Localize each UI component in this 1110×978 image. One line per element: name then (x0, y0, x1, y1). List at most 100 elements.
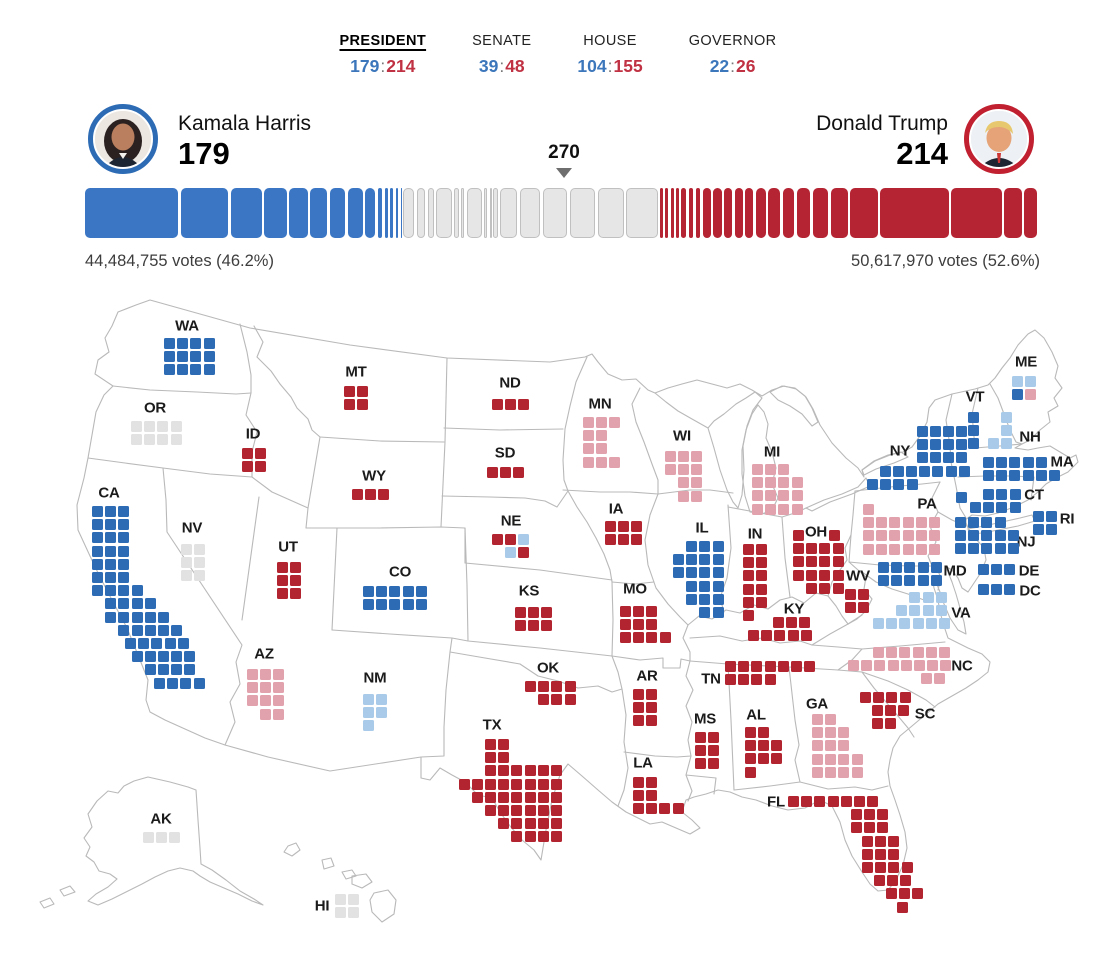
state-label-SD[interactable]: SD (494, 444, 516, 462)
ev-square-FL[interactable] (801, 796, 813, 807)
state-label-OH[interactable]: OH (804, 523, 828, 541)
ev-square-MN[interactable] (596, 417, 608, 428)
ev-square-MI[interactable] (752, 503, 763, 515)
ev-square-PA[interactable] (915, 530, 927, 542)
ev-square-KY[interactable] (761, 630, 773, 642)
ev-square-CO[interactable] (415, 586, 427, 597)
state-label-CT[interactable]: CT (1024, 486, 1044, 504)
ev-square-TX[interactable] (537, 765, 549, 777)
ev-bar-segment[interactable] (377, 188, 383, 238)
ev-square-WA[interactable] (203, 338, 215, 349)
ev-square-FL[interactable] (900, 875, 912, 887)
ev-square-TX[interactable] (551, 818, 562, 830)
state-label-MO[interactable]: MO (623, 580, 647, 598)
ev-square-CA[interactable] (158, 624, 169, 636)
ev-square-OH[interactable] (806, 556, 818, 568)
ev-square-CA[interactable] (92, 545, 103, 557)
ev-square-NY[interactable] (916, 426, 928, 437)
ev-square-OR[interactable] (170, 421, 182, 432)
ev-square-HI[interactable] (335, 907, 346, 919)
ev-bar-segment[interactable] (395, 188, 399, 238)
ev-square-WA[interactable] (203, 351, 215, 363)
ev-square-OH[interactable] (832, 556, 844, 568)
ev-square-TX[interactable] (551, 791, 562, 803)
ev-square-UT[interactable] (277, 575, 288, 587)
ev-square-NJ[interactable] (1007, 543, 1019, 555)
ev-square-IL[interactable] (673, 554, 684, 566)
ev-square-OH[interactable] (793, 569, 804, 581)
ev-square-CA[interactable] (118, 624, 130, 636)
ev-bar-segment[interactable] (489, 188, 492, 238)
ev-square-OH[interactable] (832, 569, 844, 581)
ev-square-MN[interactable] (609, 417, 621, 428)
ev-square-OH[interactable] (819, 543, 831, 555)
ev-square-WI[interactable] (678, 464, 690, 476)
ev-square-TX[interactable] (551, 831, 562, 843)
ev-square-NM[interactable] (376, 707, 388, 719)
ev-square-VA[interactable] (925, 618, 937, 630)
ev-bar-segment[interactable] (569, 188, 596, 238)
ev-square-GA[interactable] (851, 753, 863, 765)
ev-square-IL[interactable] (712, 593, 724, 605)
ev-square-GA[interactable] (838, 727, 850, 739)
ev-bar-segment[interactable] (796, 188, 811, 238)
ev-square-CA[interactable] (171, 651, 183, 663)
ev-bar-segment[interactable] (427, 188, 434, 238)
ev-square-SC[interactable] (885, 705, 897, 717)
state-label-IL[interactable]: IL (695, 519, 709, 537)
ev-square-NY[interactable] (916, 452, 928, 464)
ev-square-IN[interactable] (743, 596, 754, 608)
ev-square-MI[interactable] (752, 490, 763, 502)
ev-square-NC[interactable] (873, 647, 885, 658)
ev-square-MN[interactable] (596, 443, 608, 455)
ev-square-NC[interactable] (927, 660, 939, 672)
ev-square-KY[interactable] (799, 617, 811, 628)
ev-square-CA[interactable] (92, 532, 103, 544)
ev-square-VA[interactable] (909, 592, 921, 603)
state-label-NH[interactable]: NH (1019, 428, 1041, 446)
ev-square-VA[interactable] (939, 618, 950, 630)
ev-square-FL[interactable] (875, 848, 887, 860)
state-label-ME[interactable]: ME (1014, 353, 1038, 371)
ev-square-MA[interactable] (1035, 470, 1047, 482)
ev-square-NC[interactable] (914, 660, 925, 672)
ev-square-KS[interactable] (541, 620, 553, 632)
ev-square-CA[interactable] (92, 558, 103, 570)
ev-square-FL[interactable] (873, 875, 885, 887)
ev-square-NY[interactable] (958, 465, 970, 477)
ev-square-AR[interactable] (646, 715, 658, 727)
ev-square-PA[interactable] (876, 517, 888, 529)
ev-square-WA[interactable] (177, 364, 189, 376)
ev-square-CA[interactable] (154, 677, 166, 689)
state-label-MN[interactable]: MN (588, 395, 612, 413)
tab-senate[interactable]: SENATE 39:48 (472, 33, 532, 76)
state-label-ID[interactable]: ID (245, 425, 261, 443)
ev-square-TN[interactable] (751, 674, 763, 686)
ev-square-NY[interactable] (916, 439, 928, 451)
ev-square-UT[interactable] (290, 588, 302, 600)
state-label-AR[interactable]: AR (636, 667, 658, 685)
ev-square-OH[interactable] (793, 556, 804, 568)
ev-square-NC[interactable] (899, 647, 911, 658)
state-label-RI[interactable]: RI (1059, 510, 1075, 528)
ev-square-CO[interactable] (402, 599, 414, 611)
ev-square-IL[interactable] (686, 593, 698, 605)
ev-square-NJ[interactable] (968, 543, 980, 555)
ev-square-IN[interactable] (756, 544, 768, 555)
ev-square-NJ[interactable] (1007, 530, 1019, 542)
ev-bar-segment[interactable] (702, 188, 711, 238)
ev-square-FL[interactable] (885, 888, 897, 900)
ev-square-TX[interactable] (524, 765, 536, 777)
ev-square-IN[interactable] (743, 583, 754, 595)
ev-square-SC[interactable] (899, 692, 911, 703)
ev-bar-segment[interactable] (402, 188, 415, 238)
ev-square-IA[interactable] (605, 521, 616, 532)
ev-square-NE[interactable] (492, 534, 503, 545)
ev-square-IN[interactable] (743, 570, 754, 582)
ev-square-NY[interactable] (880, 478, 892, 490)
ev-square-IN[interactable] (756, 570, 768, 582)
ev-bar-segment[interactable] (466, 188, 482, 238)
ev-square-MS[interactable] (708, 732, 720, 743)
ev-square-SD[interactable] (500, 467, 512, 478)
ev-bar-segment[interactable] (626, 188, 658, 238)
